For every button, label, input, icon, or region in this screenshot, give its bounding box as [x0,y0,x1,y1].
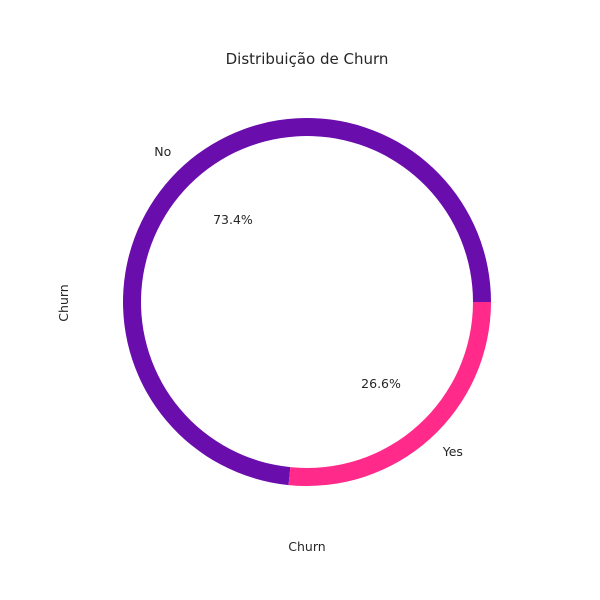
pie-slices [123,118,491,486]
slice-percent-yes: 26.6% [361,376,401,391]
x-axis-label: Churn [288,539,325,554]
pie-labels: No 73.4% Yes 26.6% [154,144,463,459]
slice-label-no: No [154,144,171,159]
chart-title: Distribuição de Churn [226,50,389,68]
slice-percent-no: 73.4% [213,212,253,227]
y-axis-label: Churn [56,284,71,321]
pie-slice-yes [288,302,491,486]
slice-label-yes: Yes [442,444,463,459]
